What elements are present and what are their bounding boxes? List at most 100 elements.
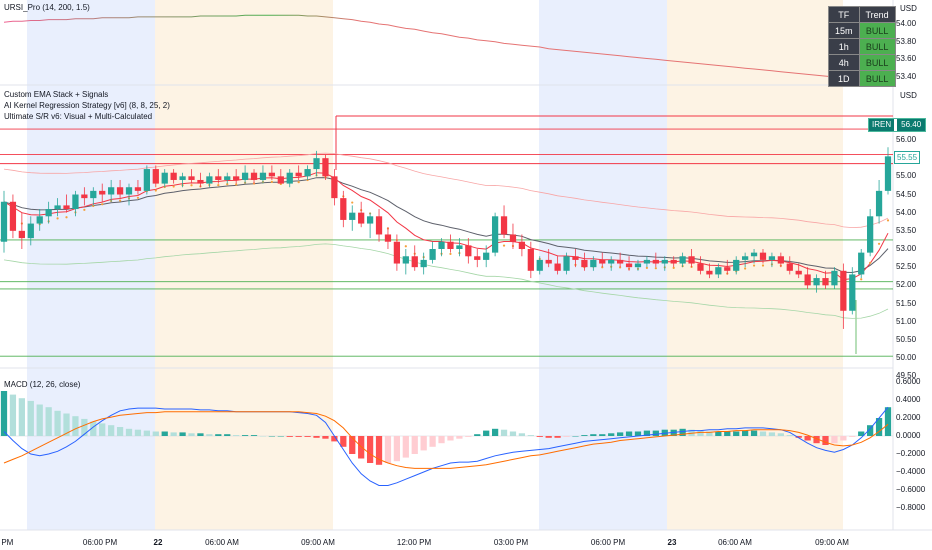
macd-histogram-bar	[81, 418, 88, 436]
kernel-dot	[654, 267, 657, 270]
candle-body	[795, 270, 802, 275]
macd-axis-label: 0.4000	[896, 395, 921, 404]
kernel-dot	[118, 199, 122, 202]
macd-histogram-bar	[465, 436, 472, 437]
macd-histogram-bar	[456, 436, 463, 439]
macd-histogram-bar	[884, 407, 892, 436]
candle-body	[465, 245, 472, 257]
macd-histogram-bar	[804, 436, 811, 441]
candle-body	[259, 172, 267, 180]
price-axis-label: 49.50	[896, 371, 917, 381]
ema-indicator-label[interactable]: Custom EMA Stack + Signals	[4, 90, 109, 99]
macd-histogram-bar	[411, 436, 418, 454]
kernel-dot	[449, 252, 452, 256]
candle-body	[81, 194, 88, 199]
candle-body	[590, 259, 597, 268]
macd-histogram-bar	[572, 436, 579, 437]
macd-histogram-bar	[393, 436, 401, 462]
macd-histogram-bar	[643, 430, 651, 436]
macd-histogram-bar	[286, 436, 293, 437]
candle-body	[768, 256, 776, 260]
macd-histogram-bar	[858, 431, 865, 436]
macd-histogram-bar	[429, 436, 436, 447]
candle-body	[742, 256, 749, 260]
rsi-axis-label: 53.40	[896, 72, 917, 81]
candle-body	[715, 267, 722, 275]
macd-histogram-bar	[447, 436, 454, 441]
candle-body	[9, 201, 17, 231]
candle-body	[750, 252, 758, 257]
candle-body	[241, 172, 249, 180]
candle-body	[804, 274, 811, 286]
macd-histogram-bar	[733, 431, 740, 436]
macd-axis-label: −0.2000	[896, 449, 926, 458]
candle-body	[456, 245, 463, 249]
macd-histogram-bar	[724, 431, 731, 436]
candle-body	[688, 256, 695, 264]
kernel-dot	[752, 264, 756, 267]
sr-indicator-label[interactable]: Ultimate S/R v6: Visual + Multi-Calculat…	[4, 112, 153, 121]
ursi-indicator-label[interactable]: URSI_Pro (14, 200, 1.5)	[4, 3, 90, 12]
candle-body	[268, 172, 276, 177]
macd-line	[3, 406, 889, 486]
macd-histogram-bar	[822, 436, 829, 445]
macd-histogram-bar	[625, 431, 633, 436]
macd-histogram-bar	[420, 436, 427, 451]
macd-histogram-bar	[54, 410, 61, 436]
macd-axis-label: −0.8000	[896, 503, 926, 512]
macd-histogram-bar	[402, 436, 409, 458]
kernel-dot	[619, 266, 622, 269]
macd-histogram-bar	[134, 429, 142, 436]
macd-histogram-bar	[340, 436, 347, 447]
kernel-dot	[502, 244, 506, 247]
candle-body	[90, 190, 97, 199]
macd-indicator-label[interactable]: MACD (12, 26, close)	[4, 380, 81, 389]
candle-body	[233, 176, 240, 180]
trend-row-tf: 1D	[828, 70, 860, 87]
candle-body	[375, 216, 383, 235]
candle-body	[500, 216, 508, 235]
candle-body	[54, 205, 61, 210]
kernel-dot	[744, 267, 747, 270]
macd-histogram-bar	[509, 431, 517, 436]
kernel-dot	[761, 264, 765, 267]
candle-body	[72, 194, 79, 210]
candle-body	[724, 267, 731, 271]
macd-histogram-bar	[322, 436, 329, 439]
candle-body	[822, 278, 829, 286]
candle-body	[733, 259, 740, 271]
macd-histogram-bar	[108, 425, 115, 436]
macd-histogram-bar	[536, 436, 543, 437]
candle-body	[393, 241, 401, 264]
trend-row-tf: 4h	[828, 54, 860, 71]
kernel-dot	[83, 208, 86, 211]
macd-histogram-bar	[170, 432, 177, 436]
candle-body	[518, 241, 526, 249]
kernel-dot	[172, 185, 175, 188]
macd-histogram-bar	[375, 436, 383, 465]
candle-body	[670, 259, 677, 264]
kernel-indicator-label[interactable]: AI Kernel Regression Strategy [v6] (8, 8…	[4, 101, 170, 110]
macd-histogram-bar	[349, 436, 356, 454]
time-axis-label: 06:00 AM	[205, 538, 239, 547]
macd-histogram-bar	[384, 436, 392, 463]
candle-body	[125, 187, 133, 195]
macd-histogram-bar	[652, 430, 659, 436]
price-axis-label: 53.50	[896, 225, 917, 235]
kernel-dot	[297, 181, 300, 184]
candle-body	[831, 270, 838, 286]
candle-body	[143, 169, 150, 191]
macd-histogram-bar	[188, 433, 195, 436]
kernel-dot	[886, 219, 890, 222]
rsi-axis-label: 53.80	[896, 36, 917, 46]
candle-body	[134, 187, 142, 191]
macd-histogram-bar	[616, 432, 624, 436]
candle-body	[224, 176, 231, 180]
kernel-dot	[270, 180, 273, 184]
time-axis-label: 06:00 PM	[82, 538, 118, 547]
candle-body	[759, 252, 767, 260]
session-band	[155, 0, 333, 530]
trend-row-value: BULL	[858, 54, 896, 71]
macd-histogram-bar	[313, 436, 320, 438]
